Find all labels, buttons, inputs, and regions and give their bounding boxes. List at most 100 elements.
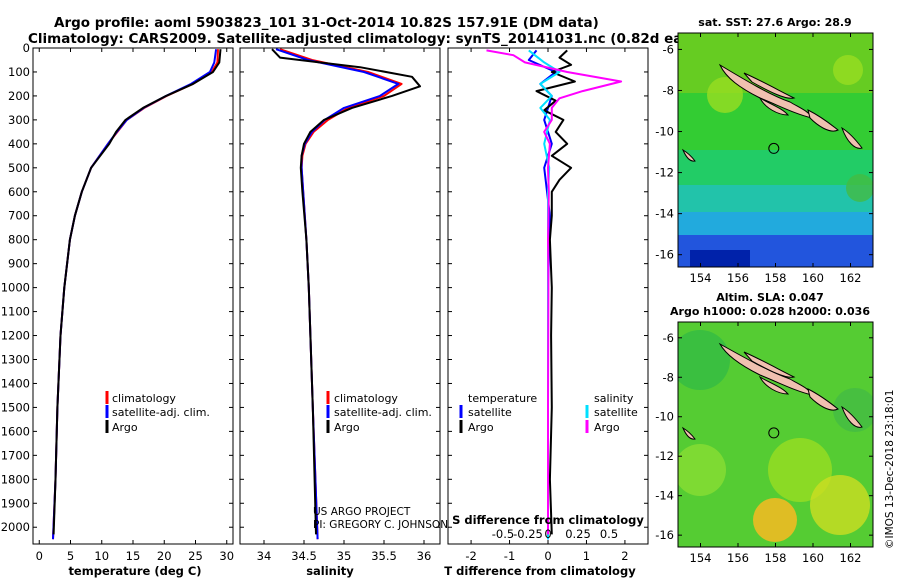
island-guadalcanal bbox=[758, 375, 790, 395]
salinity-frame bbox=[239, 47, 441, 545]
x-tick-label: 35 bbox=[337, 549, 352, 563]
difference-ticks: -2 -1 0 1 2 bbox=[448, 47, 648, 563]
y-tick-label: 400 bbox=[8, 137, 30, 151]
map-y-tick-label: -8 bbox=[663, 370, 674, 384]
map-y-tick-label: -14 bbox=[655, 489, 674, 503]
difference-lines bbox=[486, 49, 623, 540]
map-y-tick-label: -6 bbox=[663, 331, 674, 345]
map-x-tick-label: 160 bbox=[802, 271, 824, 285]
map-x-tick-label: 160 bbox=[802, 551, 824, 565]
y-tick-label: 1900 bbox=[1, 496, 30, 510]
series-argo bbox=[271, 48, 421, 535]
y-tick-label: 1000 bbox=[1, 281, 30, 295]
legend-label-sal-satellite: satellite bbox=[594, 406, 638, 419]
temperature-ticks: 0100200300400500600700800900100011001200… bbox=[1, 41, 234, 563]
y-tick-label: 1200 bbox=[1, 329, 30, 343]
sla-profile-location-marker bbox=[768, 427, 780, 439]
sst-map-ticks: 154 156 158 160 162 -6 -8 -10 -12 -14 -16 bbox=[655, 33, 873, 285]
sla-map-subtitle: Argo h1000: 0.028 h2000: 0.036 bbox=[670, 305, 870, 318]
x-tick-label: 30 bbox=[219, 549, 234, 563]
y-tick-label: 1100 bbox=[1, 305, 30, 319]
legend-label-satellite-adj: satellite-adj. clim. bbox=[334, 406, 432, 419]
difference-secondary-xlabel: S difference from climatology bbox=[452, 513, 644, 527]
series-climatology bbox=[52, 49, 219, 540]
island-santa-isabel bbox=[743, 351, 796, 378]
legend-label-temp-argo: Argo bbox=[468, 421, 494, 434]
series-argo bbox=[52, 49, 222, 535]
y-tick-label: 1400 bbox=[1, 376, 30, 390]
map-x-tick-label: 162 bbox=[840, 271, 862, 285]
difference-panel: -2 -1 0 1 2 T difference from climatology S … bbox=[444, 47, 649, 578]
legend-label-temp-satellite: satellite bbox=[468, 406, 512, 419]
x-tick-label: 10 bbox=[94, 549, 109, 563]
map-y-tick-label: -10 bbox=[655, 125, 674, 139]
series-satellite-adj-clim bbox=[275, 48, 400, 540]
y-tick-label: 100 bbox=[8, 65, 30, 79]
salinity-legend: climatology satellite-adj. clim. Argo bbox=[326, 391, 432, 434]
y-tick-label: 900 bbox=[8, 257, 30, 271]
x-tick-label: 1 bbox=[583, 549, 590, 563]
x-tick-label: 0 bbox=[544, 549, 551, 563]
x-tick-label: -2 bbox=[465, 549, 476, 563]
y-tick-label: 0 bbox=[23, 41, 30, 55]
temperature-frame bbox=[32, 47, 234, 545]
x-tick-label: 0 bbox=[36, 549, 43, 563]
island-makira bbox=[841, 126, 863, 149]
temperature-panel: 0100200300400500600700800900100011001200… bbox=[1, 41, 234, 578]
island-coast-west bbox=[681, 148, 696, 162]
y-tick-label: 1700 bbox=[1, 448, 30, 462]
map-x-tick-label: 158 bbox=[765, 551, 787, 565]
legend-label-climatology: climatology bbox=[334, 392, 398, 405]
sla-map: Altim. SLA: 0.047 Argo h1000: 0.028 h200… bbox=[655, 291, 874, 565]
map-y-tick-label: -12 bbox=[655, 166, 674, 180]
difference-frame bbox=[447, 47, 649, 545]
secondary-x-tick-label: -0.5 bbox=[492, 527, 514, 541]
island-makira bbox=[841, 405, 863, 428]
sla-map-title: Altim. SLA: 0.047 bbox=[716, 291, 823, 304]
y-tick-label: 700 bbox=[8, 209, 30, 223]
y-tick-label: 800 bbox=[8, 233, 30, 247]
map-y-tick-label: -14 bbox=[655, 207, 674, 221]
island-coast-west bbox=[681, 426, 696, 440]
x-tick-label: 2 bbox=[621, 549, 628, 563]
secondary-x-tick-label: 0.25 bbox=[565, 527, 591, 541]
secondary-x-tick-label: 0 bbox=[544, 527, 551, 541]
salinity-lines bbox=[271, 48, 421, 540]
secondary-x-tick-label: -0.25 bbox=[513, 527, 543, 541]
y-tick-label: 500 bbox=[8, 161, 30, 175]
temperature-lines bbox=[52, 49, 222, 540]
legend-label-satellite-adj: satellite-adj. clim. bbox=[112, 406, 210, 419]
map-x-tick-label: 162 bbox=[840, 551, 862, 565]
y-tick-label: 1500 bbox=[1, 400, 30, 414]
secondary-x-tick-label: 0.5 bbox=[600, 527, 618, 541]
map-y-tick-label: -12 bbox=[655, 449, 674, 463]
legend-title-salinity: salinity bbox=[594, 392, 634, 405]
map-y-tick-label: -6 bbox=[663, 42, 674, 56]
map-x-tick-label: 156 bbox=[727, 551, 749, 565]
y-tick-label: 200 bbox=[8, 89, 30, 103]
y-tick-label: 600 bbox=[8, 185, 30, 199]
x-tick-label: 35.5 bbox=[371, 549, 397, 563]
temperature-legend: climatology satellite-adj. clim. Argo bbox=[105, 391, 210, 434]
map-x-tick-label: 158 bbox=[765, 271, 787, 285]
x-tick-label: 25 bbox=[188, 549, 203, 563]
island-malaita bbox=[807, 388, 839, 411]
x-tick-label: -1 bbox=[504, 549, 515, 563]
difference-secondary-ticks: -0.5-0.25 0 0.25 0.5 bbox=[492, 527, 618, 541]
sst-map-title: sat. SST: 27.6 Argo: 28.9 bbox=[698, 16, 851, 29]
x-tick-label: 5 bbox=[67, 549, 74, 563]
island-guadalcanal bbox=[758, 96, 790, 116]
map-x-tick-label: 154 bbox=[690, 271, 712, 285]
y-tick-label: 1300 bbox=[1, 352, 30, 366]
x-tick-label: 34.5 bbox=[291, 549, 317, 563]
map-y-tick-label: -10 bbox=[655, 410, 674, 424]
sst-map: sat. SST: 27.6 Argo: 28.9 154 156 158 160 16… bbox=[655, 16, 874, 285]
y-tick-label: 300 bbox=[8, 113, 30, 127]
series-salinity-satellite bbox=[528, 49, 561, 540]
y-tick-label: 2000 bbox=[1, 520, 30, 534]
legend-label-argo: Argo bbox=[334, 421, 360, 434]
island-santa-isabel bbox=[743, 72, 796, 99]
sla-map-field bbox=[678, 322, 873, 547]
map-y-tick-label: -16 bbox=[655, 248, 674, 262]
